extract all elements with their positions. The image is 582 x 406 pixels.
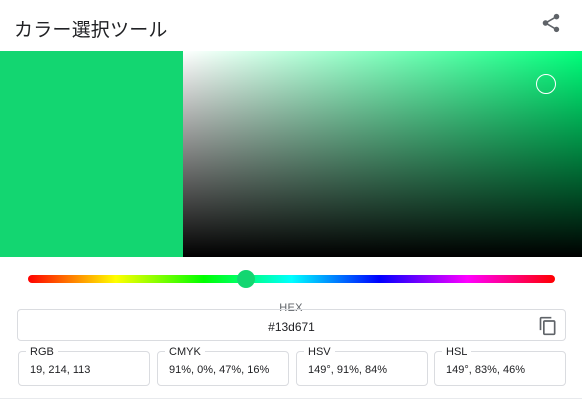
value-gradient — [183, 51, 582, 257]
rgb-label: RGB — [26, 346, 58, 358]
hsl-label: HSL — [442, 346, 472, 358]
hue-slider[interactable] — [28, 270, 555, 288]
cmyk-value[interactable]: 91%, 0%, 47%, 16% — [169, 364, 270, 376]
header: カラー選択ツール — [0, 0, 582, 51]
hsv-value[interactable]: 149°, 91%, 84% — [308, 364, 388, 376]
divider — [0, 398, 582, 399]
saturation-value-handle[interactable] — [536, 73, 557, 94]
hue-slider-handle[interactable] — [237, 270, 256, 288]
hsl-value[interactable]: 149°, 83%, 46% — [446, 364, 526, 376]
hsl-field[interactable]: HSL 149°, 83%, 46% — [434, 346, 566, 386]
rgb-value[interactable]: 19, 214, 113 — [30, 364, 91, 376]
saturation-value-canvas[interactable] — [183, 51, 582, 257]
hex-label: HEX — [279, 302, 303, 314]
app-title: カラー選択ツール — [14, 19, 168, 41]
cmyk-field[interactable]: CMYK 91%, 0%, 47%, 16% — [157, 346, 289, 386]
rgb-field[interactable]: RGB 19, 214, 113 — [18, 346, 150, 386]
color-preview-swatch — [0, 51, 183, 257]
color-picker-area — [0, 51, 582, 257]
copy-icon[interactable] — [538, 316, 558, 336]
hex-value[interactable]: #13d671 — [268, 320, 315, 334]
hsv-field[interactable]: HSV 149°, 91%, 84% — [296, 346, 428, 386]
share-icon[interactable] — [540, 12, 562, 34]
hex-field[interactable]: #13d671 — [17, 309, 566, 341]
cmyk-label: CMYK — [165, 346, 205, 358]
hsv-label: HSV — [304, 346, 335, 358]
